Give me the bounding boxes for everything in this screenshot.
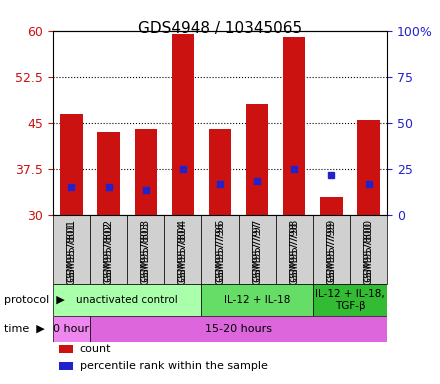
Text: GSM957796: GSM957796 [215,218,225,282]
FancyBboxPatch shape [350,215,387,284]
FancyBboxPatch shape [202,284,313,316]
Bar [59,344,73,353]
Text: GSM957798: GSM957798 [290,222,299,285]
Text: GSM957797: GSM957797 [252,222,262,285]
Text: GSM957799: GSM957799 [326,222,337,285]
Text: GSM957800: GSM957800 [363,222,374,285]
Bar [246,104,268,215]
Text: GSM957801: GSM957801 [66,222,77,285]
FancyBboxPatch shape [127,215,164,284]
Text: 0 hour: 0 hour [53,324,89,334]
Text: percentile rank within the sample: percentile rank within the sample [80,361,268,371]
FancyBboxPatch shape [90,316,387,342]
Text: GSM957802: GSM957802 [103,218,114,282]
FancyBboxPatch shape [53,215,90,284]
FancyBboxPatch shape [313,284,387,316]
Bar [172,34,194,215]
FancyBboxPatch shape [90,215,127,284]
FancyBboxPatch shape [238,215,276,284]
Text: unactivated control: unactivated control [76,295,178,305]
FancyBboxPatch shape [53,316,90,342]
Bar [320,197,343,215]
FancyBboxPatch shape [53,284,202,316]
FancyBboxPatch shape [202,215,238,284]
Text: time  ▶: time ▶ [4,324,45,334]
Text: GSM957796: GSM957796 [215,222,225,285]
Text: GSM957804: GSM957804 [178,218,188,282]
FancyBboxPatch shape [313,215,350,284]
Bar [97,132,120,215]
Text: GSM957798: GSM957798 [290,218,299,282]
FancyBboxPatch shape [164,215,202,284]
Text: GSM957803: GSM957803 [141,222,150,285]
Text: 15-20 hours: 15-20 hours [205,324,272,334]
Bar [357,120,380,215]
Bar [59,362,73,371]
Text: GSM957799: GSM957799 [326,218,337,282]
Text: protocol  ▶: protocol ▶ [4,295,65,305]
FancyBboxPatch shape [276,215,313,284]
Text: GDS4948 / 10345065: GDS4948 / 10345065 [138,21,302,36]
Text: GSM957804: GSM957804 [178,222,188,285]
Text: GSM957797: GSM957797 [252,218,262,282]
Text: IL-12 + IL-18,
TGF-β: IL-12 + IL-18, TGF-β [315,289,385,311]
Bar [60,114,83,215]
Text: GSM957802: GSM957802 [103,222,114,285]
Text: GSM957803: GSM957803 [141,218,150,282]
Text: count: count [80,344,111,354]
Text: GSM957801: GSM957801 [66,218,77,282]
Text: IL-12 + IL-18: IL-12 + IL-18 [224,295,290,305]
Text: GSM957800: GSM957800 [363,218,374,281]
Bar [209,129,231,215]
Bar [283,37,305,215]
Bar [135,129,157,215]
